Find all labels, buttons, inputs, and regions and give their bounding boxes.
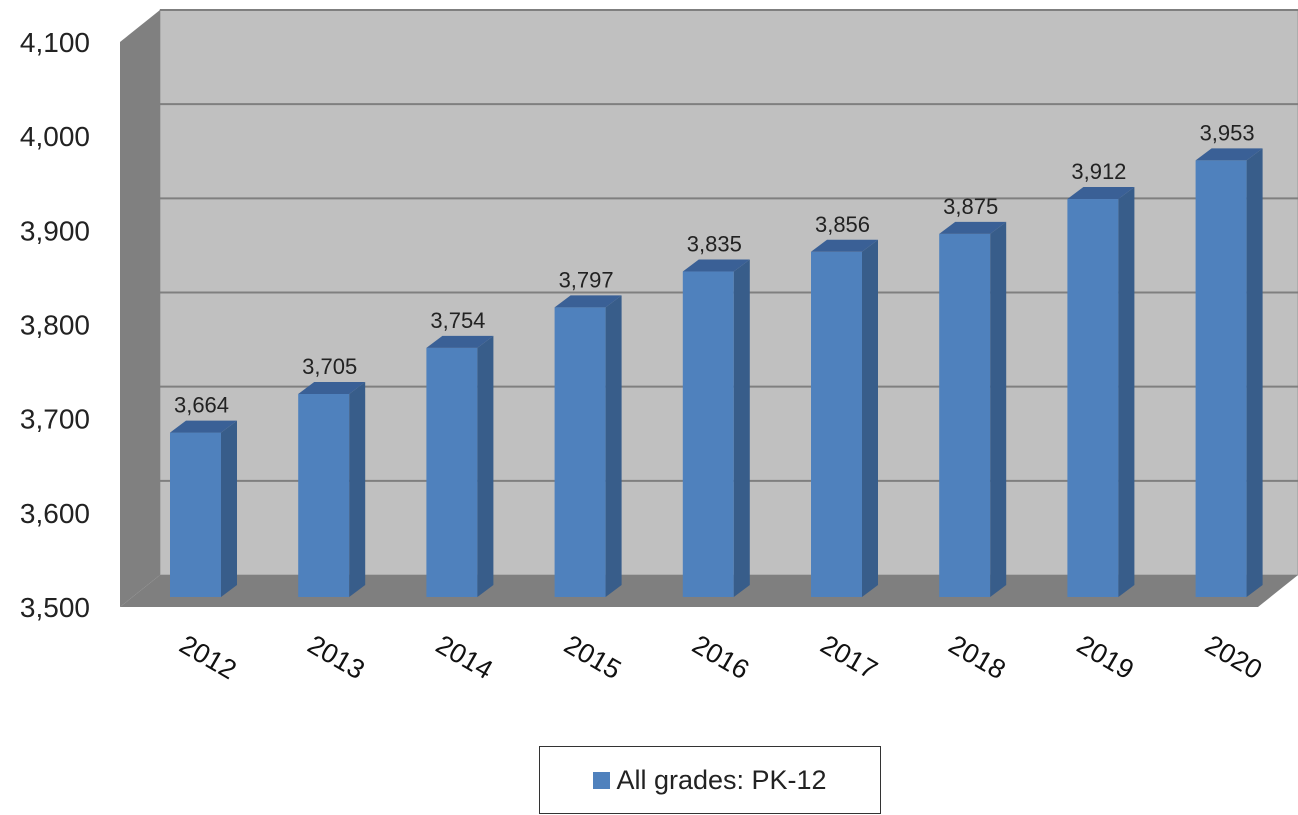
x-tick-label: 2020 [1200,629,1267,685]
bar-side [862,239,878,597]
bar-front [426,347,478,597]
bar-front [298,393,350,597]
bar: 3,856 [811,212,878,597]
bar-chart: 3,500 3,600 3,700 3,800 3,900 4,000 4,100 3,66… [20,9,1298,685]
bar-top [1067,187,1135,200]
bar-top [1195,148,1263,161]
bar-top [426,335,494,348]
bar-side [477,335,494,597]
bar-front [682,271,734,597]
data-label: 3,797 [559,267,614,292]
bar-top [939,221,1007,234]
bar-front [1067,199,1119,598]
y-tick-label: 3,800 [20,310,90,341]
bar-side [221,420,237,597]
bar: 3,664 [170,393,237,597]
x-tick-label: 2018 [944,629,1011,685]
x-tick-label: 2014 [431,629,498,685]
legend-label: All grades: PK-12 [616,764,827,795]
bar-side [733,259,750,597]
bar-front [811,251,862,597]
bar-top [170,420,237,433]
bar: 3,875 [939,194,1007,597]
x-tick-label: 2015 [559,629,626,685]
bar: 3,754 [426,308,494,597]
bar-side [605,295,622,597]
data-label: 3,754 [430,308,485,333]
data-label: 3,664 [174,393,229,418]
bar-side [349,381,366,597]
y-tick-label: 3,500 [20,592,90,623]
bar-front [554,307,606,597]
bar-front [1195,160,1247,598]
legend-swatch [593,771,611,789]
y-tick-label: 3,700 [20,404,90,435]
bar: 3,912 [1067,159,1135,598]
x-tick-label: 2019 [1072,629,1139,685]
y-tick-label: 4,000 [20,121,90,152]
bar-top [298,381,366,394]
bar-side [990,221,1007,597]
bar: 3,953 [1195,120,1263,598]
bar-front [939,233,991,597]
bars: 3,664 3,705 3,754 3,797 3,835 3,856 3,875 3,912… [170,120,1263,598]
data-label: 3,875 [943,194,998,219]
bar-top [554,295,622,308]
side-wall [120,10,160,607]
y-tick-label: 3,900 [20,215,90,246]
bar-top [811,239,878,252]
bar: 3,705 [298,354,366,597]
data-label: 3,953 [1200,120,1255,145]
x-axis-ticks: 2012 2013 2014 2015 2016 2017 2018 2019 2020 [174,629,1267,685]
bar-side [1246,148,1263,598]
data-label: 3,912 [1071,159,1126,184]
x-tick-label: 2012 [174,629,241,685]
y-tick-label: 4,100 [20,27,90,58]
bar: 3,797 [554,267,622,597]
x-tick-label: 2013 [303,629,370,685]
y-tick-label: 3,600 [20,498,90,529]
data-label: 3,856 [815,212,870,237]
data-label: 3,705 [302,354,357,379]
bar-top [682,259,750,272]
bar-side [1118,187,1135,598]
data-label: 3,835 [687,232,742,257]
x-tick-label: 2016 [687,629,754,685]
y-axis-ticks: 3,500 3,600 3,700 3,800 3,900 4,000 4,100 [20,27,90,623]
legend: All grades: PK-12 [539,746,881,814]
bar: 3,835 [682,232,750,597]
x-tick-label: 2017 [815,629,882,685]
bar-front [170,432,221,597]
